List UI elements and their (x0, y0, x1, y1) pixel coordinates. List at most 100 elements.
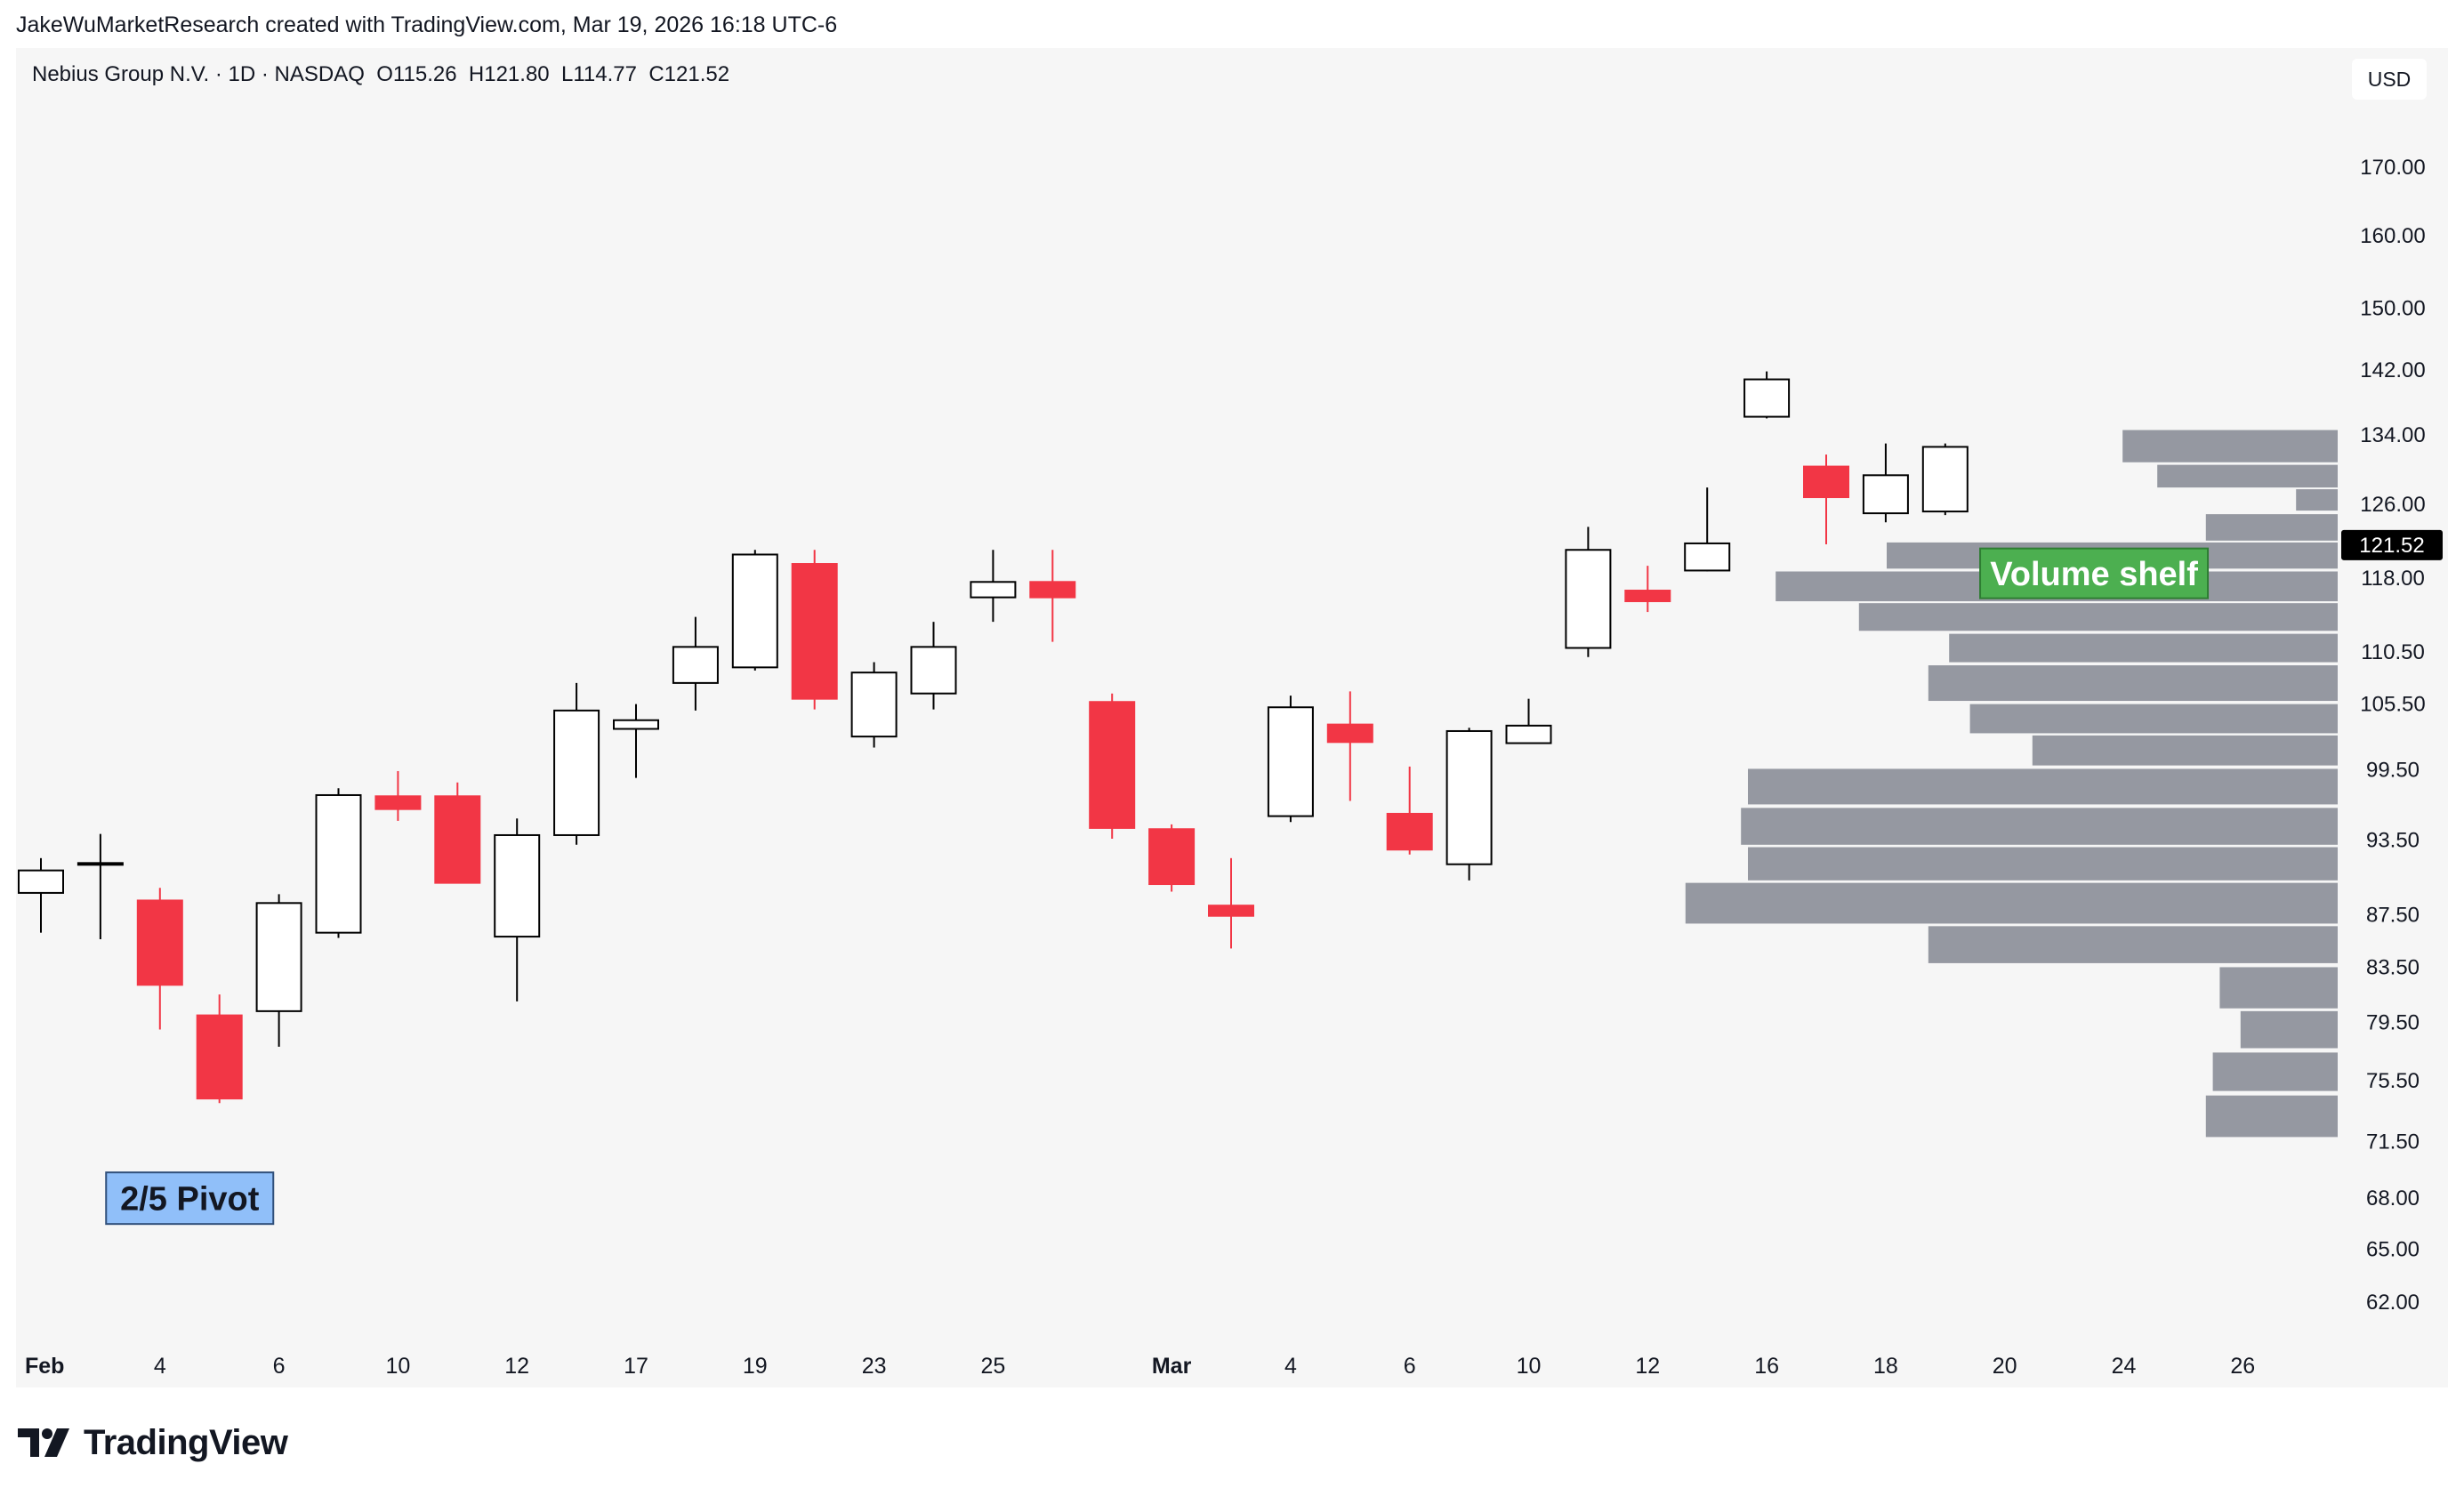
x-axis-tick-label: 6 (1404, 1354, 1416, 1379)
volume-profile-bar (2205, 1095, 2338, 1138)
symbol-legend: Nebius Group N.V. · 1D · NASDAQ O115.26 … (32, 62, 729, 87)
x-axis-tick-label: 4 (154, 1354, 166, 1379)
y-axis-tick-label: 134.00 (2360, 423, 2425, 447)
candle-body (196, 1014, 243, 1100)
x-axis-tick-label: 10 (385, 1354, 410, 1379)
y-axis-tick-label: 150.00 (2360, 296, 2425, 320)
x-axis-tick-label: 16 (1754, 1354, 1779, 1379)
candle-body (1208, 905, 1254, 917)
candle-body (731, 553, 778, 669)
y-axis-tick-label: 75.50 (2366, 1069, 2420, 1093)
x-axis-tick-label: 24 (2112, 1354, 2137, 1379)
y-axis-tick-label: 105.50 (2360, 693, 2425, 717)
last-price-label: 121.52 (2359, 534, 2424, 558)
candle-body (1148, 828, 1196, 886)
candle-body (791, 563, 838, 700)
x-axis-tick-label: 4 (1284, 1354, 1297, 1379)
candle-body (1803, 465, 1849, 499)
volume-profile-bar (1741, 808, 2338, 845)
candle-body (970, 581, 1017, 599)
candle-body (1921, 446, 1969, 513)
y-axis-tick-label: 79.50 (2366, 1011, 2420, 1035)
y-axis-tick-label: 99.50 (2366, 759, 2420, 783)
candle-body (1743, 378, 1791, 418)
candle-body (850, 672, 898, 738)
y-axis-tick-label: 68.00 (2366, 1186, 2420, 1210)
candle-body (76, 862, 124, 866)
candle-body (255, 902, 302, 1012)
volume-profile-bar (1685, 882, 2338, 924)
pivot-annotation (105, 1171, 275, 1226)
open-value: O115.26 (376, 62, 457, 86)
y-axis-tick-label: 71.50 (2366, 1130, 2420, 1154)
candle-body (494, 833, 541, 938)
volume-profile-bar (2296, 489, 2338, 511)
x-axis-tick-label: 18 (1873, 1354, 1898, 1379)
candle-body (1029, 581, 1076, 599)
chart-attribution: JakeWuMarketResearch created with Tradin… (16, 12, 838, 37)
candle-body (374, 795, 422, 810)
y-axis-tick-label: 170.00 (2360, 156, 2425, 180)
candle-body (1565, 549, 1612, 649)
tradingview-logo[interactable]: TradingView (18, 1422, 288, 1462)
x-axis-tick-label: 17 (624, 1354, 648, 1379)
pivot-annotation-label: 2/5 Pivot (120, 1180, 260, 1218)
candle-body (553, 709, 600, 836)
x-axis-tick-label: Mar (1152, 1354, 1192, 1379)
volume-profile-bar (1928, 926, 2338, 963)
candle-body (1326, 723, 1373, 744)
close-value: C121.52 (648, 62, 730, 86)
y-axis-tick-label: 62.00 (2366, 1291, 2420, 1315)
y-axis-tick-label: 65.00 (2366, 1237, 2420, 1261)
candle-body (1862, 474, 1909, 515)
x-axis-tick-label: 25 (980, 1354, 1005, 1379)
x-axis-tick-label: 6 (273, 1354, 286, 1379)
x-axis-tick-label: Feb (25, 1354, 64, 1379)
candle-body (1684, 542, 1731, 572)
candle-body (910, 646, 957, 695)
tradingview-logo-icon (18, 1428, 69, 1457)
x-axis-tick-label: 12 (1635, 1354, 1660, 1379)
volume-profile-bar (2122, 430, 2338, 462)
candle-body (1089, 701, 1136, 829)
volume-profile-bar (1928, 665, 2338, 702)
candle-body (18, 869, 64, 894)
low-value: L114.77 (561, 62, 637, 86)
candle-body (1505, 724, 1552, 744)
volume-profile-bar (1969, 704, 2338, 734)
candle-body (1267, 706, 1314, 817)
y-axis-tick-label: 93.50 (2366, 828, 2420, 852)
candle-body (1445, 729, 1493, 865)
volume-profile-bar (2157, 464, 2338, 488)
y-axis-tick-label: 118.00 (2361, 567, 2425, 591)
volume-profile-bar (1949, 633, 2338, 663)
candle-body (1386, 812, 1433, 851)
volume-profile-bar (2032, 735, 2338, 766)
volume-shelf-annotation (1979, 547, 2210, 599)
x-axis-tick-label: 19 (743, 1354, 768, 1379)
volume-profile-bar (1748, 768, 2338, 805)
x-axis-tick-label: 23 (862, 1354, 887, 1379)
x-axis-tick-label: 12 (504, 1354, 529, 1379)
last-price-tag (2341, 529, 2443, 560)
volume-shelf-annotation-label: Volume shelf (1990, 556, 2198, 593)
tradingview-wordmark: TradingView (84, 1422, 288, 1462)
candle-body (136, 899, 183, 986)
x-axis-tick-label: 10 (1517, 1354, 1542, 1379)
x-axis-tick-label: 20 (1993, 1354, 2017, 1379)
y-axis-tick-label: 83.50 (2366, 955, 2420, 979)
volume-profile-bar (2205, 514, 2338, 541)
candle-body (1624, 590, 1671, 602)
candle-body (613, 719, 659, 730)
currency-button[interactable]: USD (2352, 59, 2427, 100)
volume-profile-bar (1858, 603, 2338, 631)
y-axis-tick-label: 87.50 (2366, 903, 2420, 927)
y-axis-tick-label: 142.00 (2360, 358, 2425, 382)
x-axis-tick-label: 26 (2230, 1354, 2255, 1379)
candle-body (434, 795, 481, 884)
y-axis-tick-label: 160.00 (2360, 224, 2425, 248)
volume-profile-bar (1748, 847, 2338, 881)
volume-profile-bar (2212, 1052, 2338, 1091)
volume-profile-bar (2240, 1010, 2338, 1049)
